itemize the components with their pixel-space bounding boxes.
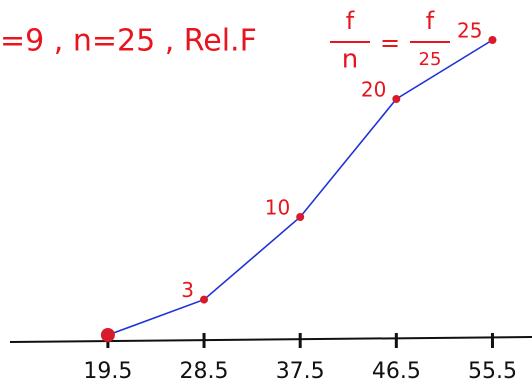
point [200,296,208,304]
point [392,95,400,103]
value-label: 10 [265,196,290,220]
point [296,213,304,221]
x-tick-label: 19.5 [83,359,132,384]
fraction-num: f [346,7,355,35]
value-label: 20 [361,78,386,102]
value-label: 3 [181,278,194,302]
chart: =9 , n=25 , Rel.Ffnf25=19.528.537.546.55… [0,0,532,389]
point [488,36,496,44]
fraction-den: n [342,45,358,75]
annotation-equals: = [380,29,400,57]
point [101,328,115,342]
x-tick-label: 55.5 [468,359,517,384]
x-tick-label: 37.5 [276,359,325,384]
line [108,40,493,335]
annotation: =9 , n=25 , Rel.F [0,24,257,59]
fraction-num: f [426,7,435,35]
fraction-den: 25 [419,49,442,70]
value-label: 25 [457,19,482,43]
x-tick-label: 46.5 [372,359,421,384]
x-axis [10,337,532,342]
x-tick-label: 28.5 [180,359,229,384]
